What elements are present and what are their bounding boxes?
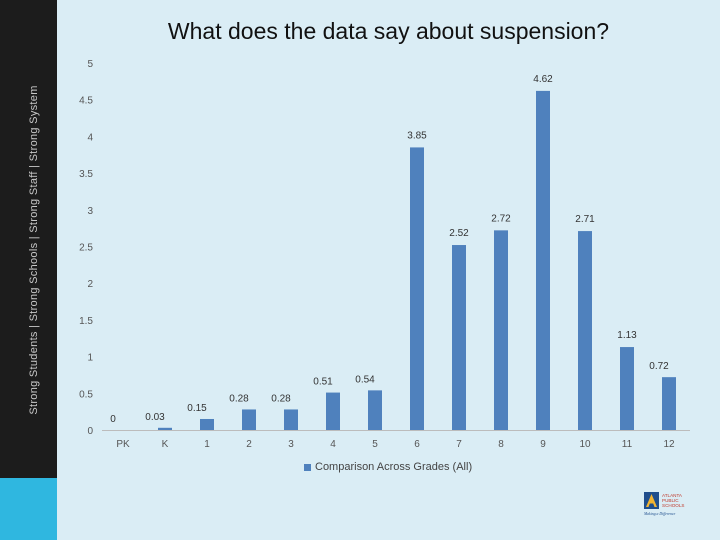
x-tick-label: 7 bbox=[456, 439, 462, 450]
data-label: 2.72 bbox=[491, 213, 511, 224]
y-tick-label: 4.5 bbox=[79, 96, 93, 107]
x-tick-label: 8 bbox=[498, 439, 504, 450]
y-tick-label: 2.5 bbox=[79, 243, 93, 254]
x-tick-label: 1 bbox=[204, 439, 210, 450]
data-label: 2.71 bbox=[575, 214, 595, 225]
y-tick-label: 1 bbox=[87, 353, 93, 364]
bar bbox=[578, 231, 592, 430]
data-label: 0.03 bbox=[145, 412, 165, 423]
data-label: 3.85 bbox=[407, 130, 427, 141]
data-label: 2.52 bbox=[449, 228, 469, 239]
atlanta-public-schools-logo: ATLANTA PUBLIC SCHOOLS Making a Differen… bbox=[643, 492, 684, 516]
data-label: 0.54 bbox=[355, 374, 375, 385]
bar bbox=[368, 390, 382, 430]
x-tick-label: 2 bbox=[246, 439, 252, 450]
data-label: 4.62 bbox=[533, 74, 553, 85]
x-tick-label: 5 bbox=[372, 439, 378, 450]
bar bbox=[494, 230, 508, 430]
bar bbox=[536, 90, 550, 430]
data-label: 0.15 bbox=[187, 403, 207, 414]
y-tick-label: 0.5 bbox=[79, 389, 93, 400]
x-tick-label: 12 bbox=[663, 439, 675, 450]
logo-line-2: PUBLIC bbox=[662, 498, 679, 503]
x-tick-label: 11 bbox=[622, 439, 633, 450]
y-tick-label: 0 bbox=[87, 426, 93, 437]
data-label: 0.28 bbox=[229, 393, 249, 404]
logo-motto: Making a Difference bbox=[643, 512, 676, 516]
sidebar: Strong Students | Strong Schools | Stron… bbox=[0, 0, 57, 540]
y-tick-label: 3.5 bbox=[79, 169, 93, 180]
x-tick-label: 9 bbox=[540, 439, 546, 450]
bar bbox=[410, 147, 424, 430]
bar bbox=[326, 392, 340, 430]
y-tick-label: 3 bbox=[87, 206, 93, 217]
legend-label: Comparison Across Grades (All) bbox=[315, 461, 473, 473]
data-label: 0.28 bbox=[271, 393, 291, 404]
x-tick-label: K bbox=[162, 439, 169, 450]
bar bbox=[158, 427, 172, 430]
chart-title: What does the data say about suspension? bbox=[167, 18, 610, 44]
y-tick-label: 2 bbox=[87, 279, 93, 290]
x-tick-label: PK bbox=[116, 439, 130, 450]
y-tick-label: 1.5 bbox=[79, 316, 93, 327]
x-tick-label: 3 bbox=[288, 439, 294, 450]
x-tick-label: 10 bbox=[579, 439, 591, 450]
bar bbox=[620, 347, 634, 430]
data-label: 0.51 bbox=[313, 377, 333, 388]
legend-swatch bbox=[304, 463, 311, 471]
data-label: 0 bbox=[110, 414, 116, 425]
bar bbox=[284, 409, 298, 430]
bar bbox=[200, 418, 214, 430]
bar bbox=[452, 245, 466, 430]
logo-line-3: SCHOOLS bbox=[662, 503, 684, 508]
data-label: 0.72 bbox=[649, 361, 669, 372]
bar bbox=[242, 409, 256, 430]
y-tick-label: 5 bbox=[87, 59, 93, 70]
sidebar-accent-block bbox=[0, 478, 57, 540]
x-tick-label: 4 bbox=[330, 439, 336, 450]
x-tick-label: 6 bbox=[414, 439, 420, 450]
data-label: 1.13 bbox=[617, 330, 637, 341]
legend: Comparison Across Grades (All) bbox=[304, 461, 472, 473]
logo-line-1: ATLANTA bbox=[662, 493, 683, 498]
bar bbox=[662, 377, 676, 430]
y-tick-label: 4 bbox=[87, 132, 93, 143]
